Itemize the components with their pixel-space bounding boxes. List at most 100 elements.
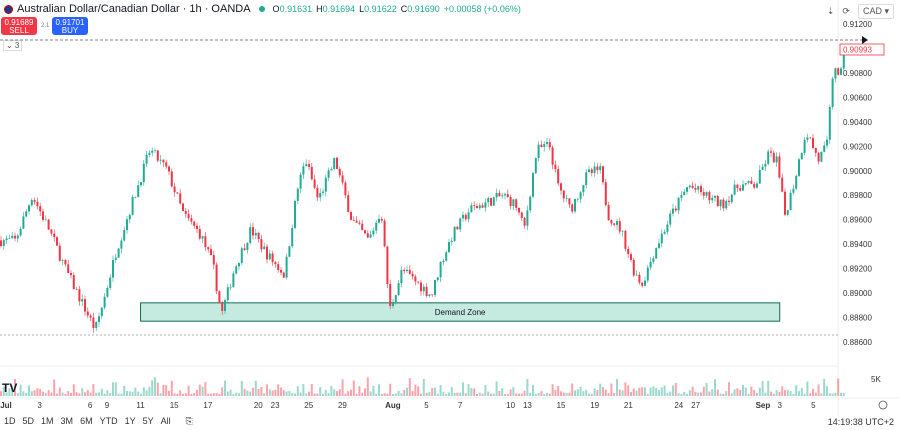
candle — [756, 183, 758, 188]
price-chart[interactable]: 0.91200 0.90800 0.90600 0.90400 0.90200 0.900… — [0, 0, 900, 415]
candle — [450, 240, 453, 243]
symbol-title[interactable]: Australian Dollar/Canadian Dollar · 1h ·… — [17, 3, 251, 15]
currency-select[interactable]: CAD ▾ — [857, 4, 894, 19]
candle — [750, 180, 753, 184]
date-range-icon[interactable]: ⎘ — [185, 416, 193, 426]
candle — [534, 158, 537, 174]
volume-bar — [669, 391, 672, 396]
candle — [445, 252, 448, 261]
candle — [84, 299, 86, 312]
candle — [168, 166, 170, 172]
candle — [820, 151, 823, 162]
volume-bar — [828, 393, 831, 396]
volume-bar — [473, 388, 476, 396]
volume-bar — [148, 386, 151, 396]
volume-bar — [520, 393, 523, 396]
timeframe-6m[interactable]: 6M — [80, 416, 93, 426]
candle — [422, 286, 425, 292]
candle — [784, 191, 786, 215]
volume-bar — [686, 393, 688, 396]
download-icon[interactable]: ⇣ — [826, 6, 835, 16]
volume-bar — [733, 389, 736, 396]
candle — [677, 197, 680, 211]
candle — [596, 166, 599, 171]
timeframe-1y[interactable]: 1Y — [124, 416, 136, 426]
volume-bar — [140, 393, 142, 396]
volume-bar — [742, 385, 744, 396]
timeframe-3m[interactable]: 3M — [60, 416, 74, 426]
candle — [243, 248, 246, 250]
volume-bar — [750, 386, 753, 396]
x-tick-label: 24 — [674, 401, 683, 410]
candle — [518, 207, 520, 213]
candle — [190, 218, 193, 222]
candle — [842, 53, 845, 69]
volume-bar — [44, 392, 47, 396]
sell-button[interactable]: 0.91689 SELL — [1, 17, 37, 35]
volume-bar — [504, 393, 506, 396]
ohlc-low: L0.91622 — [359, 4, 397, 14]
volume-bar — [683, 391, 686, 396]
candle — [361, 223, 364, 231]
volume-bar — [784, 390, 786, 396]
candle — [495, 192, 498, 198]
candle — [490, 198, 492, 206]
indicators-collapse-button[interactable]: ⌄ 3 — [3, 40, 23, 51]
timeframe-1m[interactable]: 1M — [41, 416, 54, 426]
volume-bar — [131, 391, 134, 396]
volume-bar — [319, 387, 322, 396]
candle — [19, 228, 22, 236]
volume-bar — [243, 389, 246, 396]
volume-bar — [50, 392, 53, 396]
candle — [420, 282, 422, 292]
candle — [551, 147, 554, 165]
candle — [604, 182, 607, 206]
volume-bar — [254, 380, 257, 396]
candle — [137, 185, 140, 198]
tradingview-logo: TV — [2, 381, 17, 395]
timeframe-5d[interactable]: 5D — [22, 416, 35, 426]
candle — [179, 193, 182, 204]
candle — [75, 289, 78, 290]
volume-bar — [103, 393, 106, 396]
volume-bar — [658, 389, 660, 396]
timeframe-bar: 1D 5D 1M 3M 6M YTD 1Y 5Y All ⎘ — [4, 416, 193, 427]
volume-bar — [470, 388, 473, 396]
candle — [778, 156, 781, 178]
candle — [145, 154, 148, 164]
candle — [128, 214, 131, 220]
candle — [240, 248, 243, 263]
candle — [806, 137, 809, 140]
volume-bar — [364, 388, 366, 396]
volume-bar — [61, 392, 64, 396]
candle — [221, 303, 224, 311]
volume-bar — [232, 393, 235, 396]
volume-bar — [344, 393, 347, 396]
buy-button[interactable]: 0.91701 BUY — [52, 17, 88, 35]
candle — [148, 152, 151, 155]
candle — [70, 273, 72, 276]
candle — [257, 232, 260, 240]
ohlc-open: O0.91631 — [272, 4, 313, 14]
volume-bar — [616, 379, 618, 396]
timeframe-1d[interactable]: 1D — [4, 416, 16, 426]
volume-bar — [495, 381, 498, 396]
x-tick-label: 29 — [338, 401, 347, 410]
volume-bar — [324, 389, 327, 396]
timeframe-all[interactable]: All — [160, 416, 171, 426]
candle — [30, 200, 33, 206]
timeframe-ytd[interactable]: YTD — [99, 416, 118, 426]
volume-bar — [355, 393, 358, 396]
x-tick-label: 6 — [88, 401, 93, 410]
refresh-icon[interactable]: ⟳ — [842, 6, 850, 16]
volume-bar — [78, 393, 81, 396]
candle — [204, 236, 207, 248]
timeframe-5y[interactable]: 5Y — [142, 416, 154, 426]
candle — [425, 286, 428, 296]
candle — [33, 200, 36, 202]
volume-bar — [576, 389, 579, 396]
volume-bar — [705, 383, 708, 396]
candle — [358, 222, 361, 224]
volume-bar — [607, 393, 610, 396]
candle — [742, 184, 744, 191]
